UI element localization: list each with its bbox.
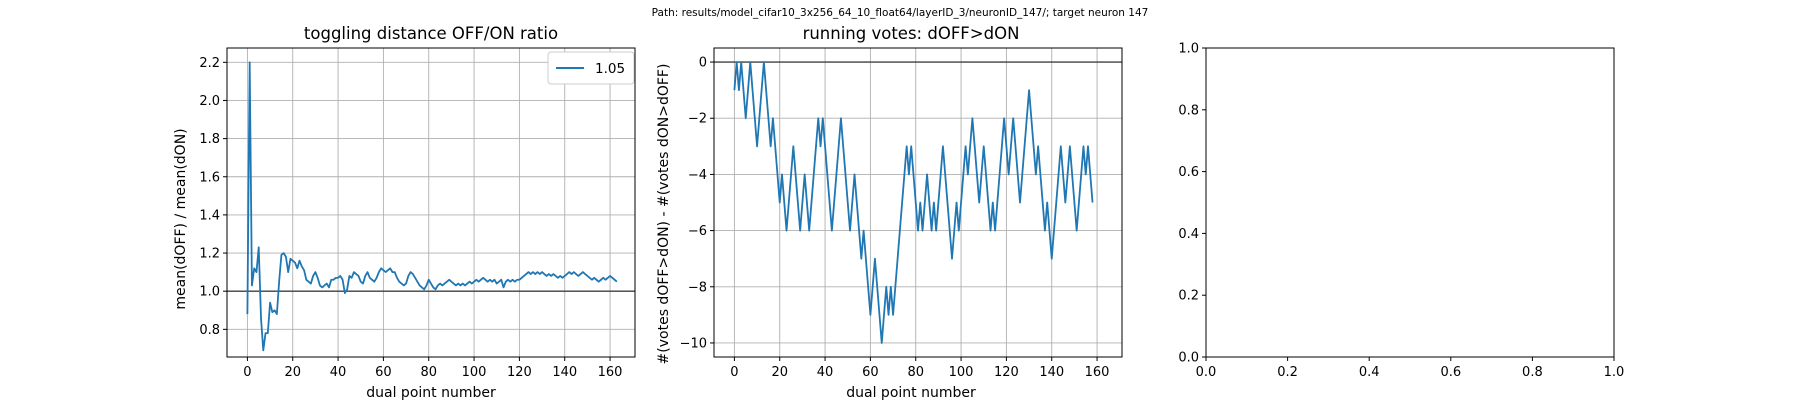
ratio-chart-title: toggling distance OFF/ON ratio [304,24,558,43]
votes-chart-xtick-label: 160 [1085,365,1110,380]
empty-chart: 0.0 0.2 0.4 0.6 0.8 1.0 0.0 0.2 0.4 0.6 0.8 1.0 [1178,42,1624,381]
votes-chart-grid [714,48,1122,357]
votes-chart-ticks: 0 20 40 60 80 100 120 140 160 0 −2 −4 −6 −8 −10 [680,56,1110,380]
votes-chart-ytick-label: −6 [688,224,707,239]
empty-chart-xtick-label: 0.8 [1522,365,1543,380]
ratio-chart-xtick-label: 80 [420,365,437,380]
ratio-chart-ytick-label: 1.6 [199,170,220,185]
empty-chart-ytick-label: 0.8 [1178,103,1199,118]
ratio-chart-ytick-label: 0.8 [199,323,220,338]
empty-chart-xtick-label: 0.0 [1196,365,1217,380]
empty-chart-frame [1205,47,1615,358]
empty-chart-xtick-label: 0.4 [1359,365,1380,380]
empty-chart-xtick-label: 1.0 [1604,365,1625,380]
votes-chart-frame [713,47,1123,358]
empty-chart-ytick-label: 0.2 [1178,289,1199,304]
ratio-chart-ytick-label: 2.2 [199,56,220,71]
ratio-chart-ytick-label: 1.2 [199,247,220,262]
ratio-chart-ylabel: mean(dOFF) / mean(dON) [173,128,189,309]
ratio-chart-legend-box [547,51,635,85]
empty-chart-ytick-label: 1.0 [1178,42,1199,57]
ratio-chart-xtick-label: 20 [284,365,301,380]
votes-chart-ytick-label: −10 [680,336,707,351]
votes-chart-ylabel: #(votes dOFF>dON) - #(votes dON>dOFF) [656,64,672,365]
ratio-chart-frame [226,47,636,358]
ratio-chart-xtick-label: 160 [598,365,623,380]
ratio-chart-xtick-label: 100 [462,365,487,380]
votes-chart-xtick-label: 140 [1039,365,1064,380]
votes-chart-xtick-label: 80 [907,365,924,380]
votes-chart-ytick-label: 0 [699,56,707,71]
votes-chart-title: running votes: dOFF>dON [803,24,1020,43]
ratio-chart-xtick-label: 60 [375,365,392,380]
ratio-chart-ytick-label: 1.8 [199,132,220,147]
empty-chart-ytick-label: 0.6 [1178,165,1199,180]
ratio-chart-ytick-label: 1.0 [199,285,220,300]
empty-chart-ytick-label: 0.4 [1178,227,1199,242]
votes-chart-xtick-label: 100 [949,365,974,380]
ratio-chart: toggling distance OFF/ON ratio dual poin… [173,24,636,400]
votes-chart-ytick-label: −2 [688,112,707,127]
votes-chart-xtick-label: 40 [817,365,834,380]
votes-chart-xtick-label: 120 [994,365,1019,380]
empty-chart-ytick-label: 0.0 [1178,351,1199,366]
empty-chart-xtick-label: 0.6 [1440,365,1461,380]
votes-chart-xtick-label: 20 [771,365,788,380]
ratio-chart-xtick-label: 40 [330,365,347,380]
votes-chart-ytick-label: −8 [688,280,707,295]
votes-chart-series-line [733,61,1094,344]
ratio-chart-xtick-label: 0 [243,365,251,380]
votes-chart-xtick-label: 0 [730,365,738,380]
figure-suptitle: Path: results/model_cifar10_3x256_64_10_… [652,7,1149,19]
votes-chart-xlabel: dual point number [846,385,976,400]
ratio-chart-xtick-label: 120 [507,365,532,380]
ratio-chart-legend-label: 1.05 [595,61,625,77]
empty-chart-ticks: 0.0 0.2 0.4 0.6 0.8 1.0 0.0 0.2 0.4 0.6 0.8 1.0 [1178,42,1624,381]
votes-chart-ytick-label: −4 [688,168,707,183]
ratio-chart-ytick-label: 1.4 [199,208,220,223]
ratio-chart-plot [227,61,635,352]
empty-chart-xtick-label: 0.2 [1277,365,1298,380]
votes-chart: running votes: dOFF>dON dual point numbe… [656,24,1123,400]
ratio-chart-ytick-label: 2.0 [199,94,220,109]
ratio-chart-legend: 1.05 [547,51,635,85]
ratio-chart-series-line [246,61,618,352]
ratio-chart-xlabel: dual point number [366,385,496,400]
ratio-chart-ticks: 0 20 40 60 80 100 120 140 160 0.8 1.0 1.2 1.4 1.6 1.8 2… [199,56,622,380]
ratio-chart-xtick-label: 140 [552,365,577,380]
votes-chart-plot [714,61,1122,344]
votes-chart-xtick-label: 60 [862,365,879,380]
